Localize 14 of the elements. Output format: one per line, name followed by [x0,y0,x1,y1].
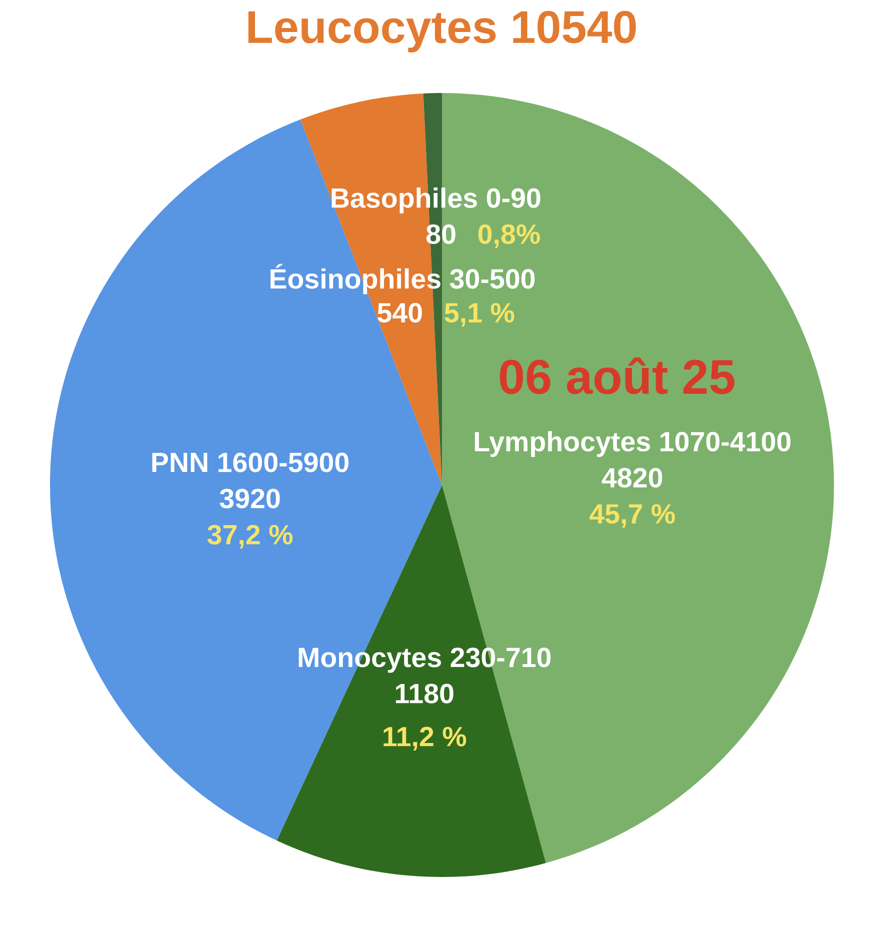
data-label: 3920 [220,488,280,508]
text: 45,7 % [590,504,675,528]
data-label: 1180 [396,684,454,704]
text: 06 août 25 [500,357,734,394]
data-label: 4820 [602,468,662,488]
text: 5,1 % [444,302,514,327]
data-label: 540 [378,302,422,323]
data-label: 80 [426,224,456,244]
slice-label: PNN 1600-5900 [152,452,348,472]
text: 11,2 % [384,726,466,750]
slice-label: Lymphocytes 1070-4100 [474,431,791,457]
chart-title: Leucocytes 10540 [248,10,636,52]
text: 37,2 % [207,524,293,549]
text: 0,8% [478,224,540,248]
